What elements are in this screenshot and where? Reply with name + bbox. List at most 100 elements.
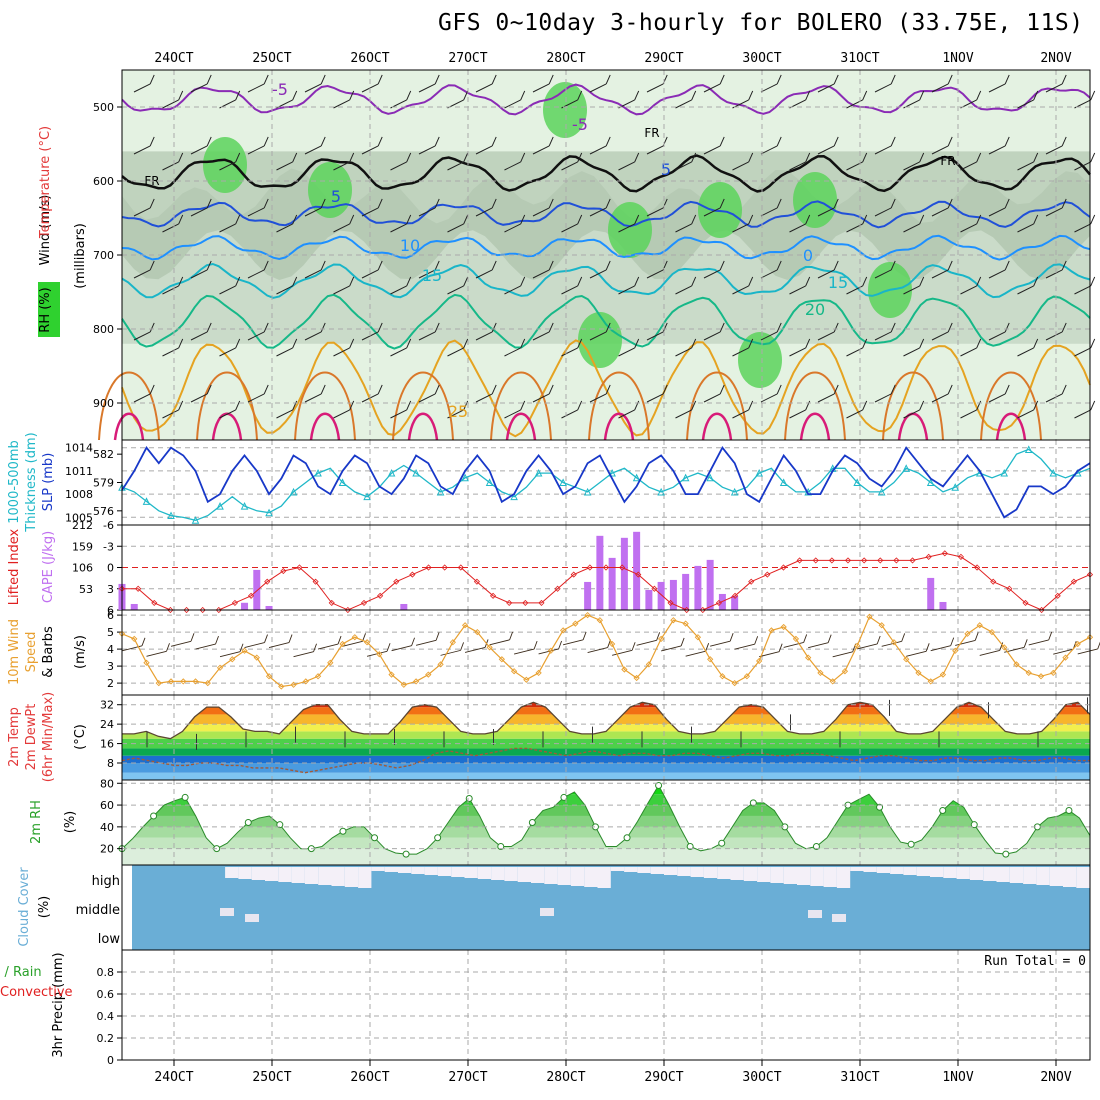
- wind-speed-point: [192, 678, 199, 685]
- wind-barb: [675, 214, 697, 233]
- thickness-point: [412, 468, 420, 477]
- cloud-gap-high: [371, 867, 385, 871]
- wind-tick-label: 5: [107, 626, 114, 639]
- wind-barb: [418, 322, 440, 341]
- temperature-band: [122, 731, 1090, 739]
- cloud-gap-high: [1036, 867, 1050, 885]
- cape-bar: [682, 573, 690, 610]
- wind-speed-point: [314, 673, 322, 680]
- li-point: [957, 553, 964, 560]
- wind-barb: [646, 384, 668, 403]
- wind-barb: [589, 198, 611, 217]
- wind-barb: [857, 635, 881, 650]
- isotherm-line: [121, 200, 1091, 229]
- wind-barb: [789, 276, 811, 295]
- cloud-units-label: (%): [37, 896, 52, 919]
- wind-barb: [1074, 400, 1096, 419]
- cape-bar: [400, 603, 408, 610]
- slp-tick-label: 1008: [65, 488, 93, 501]
- wind-barb: [760, 384, 782, 403]
- wind-barb: [760, 322, 782, 341]
- wind-barb: [817, 136, 839, 155]
- wind-barb: [219, 643, 244, 658]
- wind-barb: [732, 276, 754, 295]
- date-tick-top: 24OCT: [154, 51, 193, 66]
- thickness-axis-label: 1000-500mb: [7, 440, 22, 524]
- wind-barb: [190, 260, 212, 279]
- wind-barb: [504, 152, 526, 171]
- thickness-tick-label: 579: [93, 477, 114, 490]
- li-point: [538, 599, 545, 606]
- wind-speed-point: [572, 620, 579, 627]
- thickness-point: [853, 478, 861, 486]
- wind-barb: [276, 400, 298, 419]
- wind-barb: [618, 152, 640, 171]
- wind-barb: [561, 400, 583, 419]
- wind-speed-point: [694, 634, 702, 641]
- li-tick-label: 0: [107, 562, 114, 575]
- wind-speed-point: [412, 678, 420, 685]
- wind-barb: [190, 384, 212, 403]
- wind-tick-label: 3: [107, 660, 114, 673]
- rh-point: [686, 842, 694, 850]
- temperature-band: [122, 755, 1090, 763]
- wind-barb: [846, 400, 868, 419]
- li-point: [377, 592, 384, 599]
- wind-barb: [276, 338, 298, 357]
- wind-speed-point: [278, 683, 285, 690]
- thickness-point: [730, 487, 739, 496]
- cape-axis-label: CAPE (J/kg): [41, 531, 56, 603]
- date-tick-top: 2NOV: [1040, 51, 1071, 66]
- date-tick-top: 27OCT: [448, 51, 487, 66]
- wind-barb: [1017, 152, 1039, 171]
- wind-barb: [988, 198, 1010, 217]
- wind-barb: [675, 276, 697, 295]
- rh-band: [122, 837, 1090, 849]
- cloud-axis-label: Cloud Cover: [17, 867, 32, 947]
- wind-speed-point: [756, 657, 763, 665]
- wind-barb: [1074, 338, 1096, 357]
- wind-barb: [219, 214, 241, 233]
- cape-bar: [596, 535, 604, 610]
- wind-barb: [247, 384, 269, 403]
- wind-barb: [561, 152, 583, 171]
- wind-speed-point: [608, 640, 616, 648]
- wind-barb: [390, 400, 412, 419]
- wind-barb: [504, 276, 526, 295]
- wind-speed-point: [547, 647, 554, 654]
- thickness-point: [1000, 468, 1009, 477]
- isotherm-label: 5: [331, 187, 341, 206]
- wind-barb: [675, 90, 697, 109]
- wind-speed-point: [976, 622, 983, 629]
- cape-bar: [253, 569, 261, 610]
- cape-bar: [608, 557, 616, 610]
- thickness-point: [1024, 445, 1033, 453]
- cape-bar: [130, 603, 138, 610]
- wind-barb: [190, 136, 212, 155]
- thickness-point: [436, 487, 445, 496]
- wind-barb: [732, 152, 754, 171]
- li-point: [441, 564, 448, 571]
- li-point: [409, 571, 416, 578]
- wind-barb: [988, 384, 1010, 403]
- wind-speed-point: [180, 678, 187, 685]
- temperature-band: [122, 707, 1090, 715]
- slp-axis-label: SLP (mb): [41, 453, 56, 512]
- wind-barb: [304, 136, 326, 155]
- wind-tick-label: 2: [107, 677, 114, 690]
- date-tick-top: 25OCT: [252, 51, 291, 66]
- isotherm-line: [196, 371, 258, 441]
- wind-barb: [732, 214, 754, 233]
- date-tick-top: 1NOV: [942, 51, 973, 66]
- slp-line: [121, 446, 1091, 519]
- date-tick-bottom: 31OCT: [840, 1070, 879, 1085]
- wind-speed-point: [682, 620, 689, 627]
- rh-point: [907, 840, 915, 848]
- wind-speed-point: [903, 656, 910, 663]
- cloud-level-label: high: [92, 874, 120, 889]
- wind-barb: [618, 276, 640, 295]
- wind-barb: [710, 633, 734, 647]
- wind-barb: [874, 322, 896, 341]
- thickness-point: [926, 478, 935, 486]
- wind-barb: [1045, 136, 1067, 155]
